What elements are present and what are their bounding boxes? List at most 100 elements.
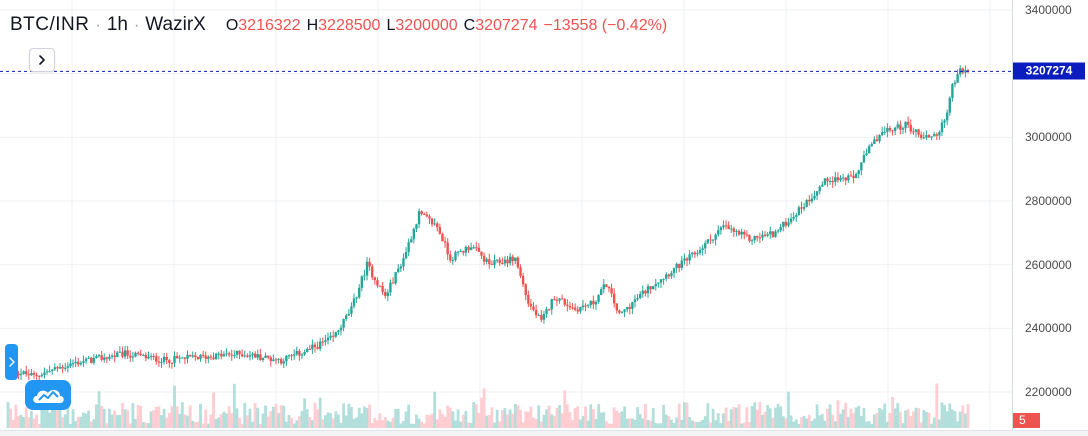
volume-bar bbox=[167, 413, 171, 428]
volume-bar bbox=[227, 406, 231, 428]
volume-bar bbox=[560, 413, 564, 428]
volume-bar bbox=[633, 420, 637, 428]
candle-body bbox=[157, 361, 161, 363]
volume-bar bbox=[438, 409, 442, 428]
candle-body bbox=[529, 303, 533, 307]
volume-bar bbox=[402, 421, 405, 428]
candle-body bbox=[266, 355, 270, 358]
volume-bar bbox=[180, 402, 184, 428]
candle-body bbox=[641, 290, 644, 294]
volume-bar bbox=[508, 409, 512, 428]
candle-body bbox=[144, 354, 148, 359]
volume-bar bbox=[212, 392, 215, 428]
volume-bar bbox=[58, 403, 62, 428]
volume-bar bbox=[498, 421, 502, 428]
candle-body bbox=[371, 266, 374, 278]
candle-body bbox=[220, 353, 223, 357]
volume-bar bbox=[709, 422, 712, 428]
volume-bar bbox=[854, 407, 858, 428]
volume-bar bbox=[308, 417, 312, 428]
candle-body bbox=[514, 257, 517, 262]
side-toolbar-toggle[interactable] bbox=[5, 344, 18, 380]
volume-bar bbox=[893, 408, 897, 428]
volume-bar bbox=[45, 409, 49, 428]
candle-body bbox=[906, 121, 910, 125]
candle-body bbox=[873, 139, 876, 145]
volume-bar bbox=[235, 408, 239, 428]
volume-bar bbox=[175, 406, 179, 428]
volume-bar bbox=[482, 388, 486, 428]
candle-body bbox=[480, 251, 483, 256]
candle-body bbox=[97, 355, 101, 357]
volume-bar bbox=[607, 423, 611, 428]
volume-bar bbox=[573, 408, 577, 428]
chart-legend: BTC/INR · 1h · WazirX O 3216322 H 322850… bbox=[10, 14, 673, 36]
candle-body bbox=[782, 221, 785, 227]
symbol-title[interactable]: BTC/INR bbox=[10, 14, 90, 35]
volume-bar bbox=[885, 421, 889, 428]
volume-bar bbox=[638, 413, 642, 428]
volume-bar bbox=[193, 422, 197, 428]
candle-body bbox=[623, 309, 626, 312]
candle-body bbox=[795, 215, 798, 217]
candle-body bbox=[787, 222, 790, 226]
volume-bar bbox=[443, 416, 447, 428]
candle-body bbox=[131, 356, 135, 358]
candle-body bbox=[82, 361, 85, 363]
candle-body bbox=[410, 239, 413, 243]
candle-body bbox=[438, 227, 442, 234]
price-axis[interactable]: 3400000 3200000 3000000 2800000 2600000 … bbox=[1012, 0, 1088, 430]
volume-bar bbox=[581, 415, 585, 428]
volume-bar bbox=[651, 407, 655, 428]
candle-body bbox=[675, 263, 678, 269]
candle-body bbox=[355, 297, 358, 299]
volume-bar bbox=[506, 414, 509, 428]
candle-body bbox=[527, 295, 530, 304]
separator-dot: · bbox=[133, 17, 140, 34]
volume-bar bbox=[89, 421, 93, 428]
chart-pane[interactable] bbox=[0, 0, 1012, 430]
volume-bar bbox=[303, 398, 306, 428]
volume-bar bbox=[875, 412, 879, 428]
volume-bar bbox=[412, 423, 416, 428]
candle-body bbox=[441, 233, 444, 242]
candle-body bbox=[446, 242, 449, 255]
last-price-label: 3207274 bbox=[1013, 62, 1085, 80]
tradingview-logo[interactable] bbox=[25, 380, 71, 410]
volume-bar bbox=[493, 422, 496, 428]
candle-body bbox=[204, 355, 207, 359]
volume-bar bbox=[870, 423, 874, 428]
candle-body bbox=[194, 355, 197, 357]
candle-body bbox=[612, 293, 616, 304]
candle-body bbox=[321, 341, 324, 343]
candle-body bbox=[358, 287, 361, 298]
volume-bar bbox=[550, 414, 554, 428]
candle-body bbox=[633, 299, 637, 303]
volume-bar bbox=[409, 423, 413, 428]
volume-bar bbox=[956, 421, 959, 428]
volume-bar bbox=[170, 406, 174, 428]
candle-body bbox=[212, 357, 215, 360]
volume-bar bbox=[448, 407, 452, 428]
volume-bar bbox=[383, 417, 387, 428]
candle-body bbox=[599, 289, 603, 296]
volume-bar bbox=[800, 417, 803, 428]
interval-label[interactable]: 1h bbox=[106, 14, 128, 35]
candle-body bbox=[901, 128, 905, 130]
volume-bar bbox=[742, 422, 746, 428]
expand-legend-button[interactable] bbox=[29, 48, 55, 72]
candle-body bbox=[558, 298, 561, 301]
candle-body bbox=[178, 357, 181, 359]
candle-body bbox=[261, 358, 265, 360]
volume-bar bbox=[209, 414, 213, 428]
volume-bar bbox=[945, 411, 949, 428]
volume-bar bbox=[696, 421, 699, 428]
candle-body bbox=[534, 309, 538, 316]
candle-body bbox=[449, 254, 452, 261]
volume-bar bbox=[123, 409, 127, 428]
candle-body bbox=[233, 354, 236, 356]
volume-bar bbox=[774, 407, 777, 428]
candle-body bbox=[27, 374, 31, 376]
candle-body bbox=[79, 362, 83, 365]
volume-bar bbox=[802, 415, 806, 428]
